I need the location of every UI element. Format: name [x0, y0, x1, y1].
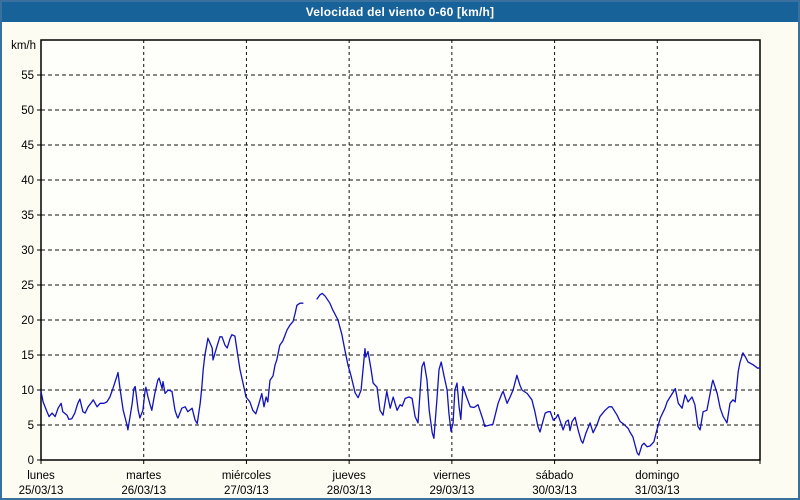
x-axis-date-label: 29/03/13 [429, 485, 474, 497]
x-axis-date-label: 27/03/13 [224, 485, 269, 497]
chart-title-bar: Velocidad del viento 0-60 [km/h] [2, 2, 798, 22]
y-axis-label: 45 [21, 140, 34, 152]
x-axis-date-label: 26/03/13 [121, 485, 166, 497]
x-axis-day-label: miércoles [222, 470, 271, 482]
y-axis-unit-label: km/h [11, 40, 36, 52]
y-axis-label: 20 [21, 315, 34, 327]
x-axis-date-label: 25/03/13 [19, 485, 64, 497]
x-axis-date-label: 31/03/13 [635, 485, 680, 497]
x-axis-day-label: viernes [433, 470, 470, 482]
y-axis-label: 10 [21, 385, 34, 397]
y-axis-label: 30 [21, 245, 34, 257]
y-axis-label: 35 [21, 210, 34, 222]
wind-speed-series-line [40, 292, 761, 456]
chart-title: Velocidad del viento 0-60 [km/h] [305, 5, 495, 19]
x-axis-day-label: lunes [27, 470, 55, 482]
x-axis-day-label: martes [126, 470, 161, 482]
x-axis-day-label: domingo [635, 470, 679, 482]
x-axis-day-label: sábado [536, 470, 574, 482]
y-axis-label: 55 [21, 70, 34, 82]
y-axis-label: 40 [21, 175, 34, 187]
y-axis-label: 5 [28, 420, 34, 432]
x-axis-date-label: 30/03/13 [532, 485, 577, 497]
y-axis-label: 15 [21, 350, 34, 362]
x-axis-date-label: 28/03/13 [327, 485, 372, 497]
y-axis-label: 50 [21, 105, 34, 117]
y-axis-label: 25 [21, 280, 34, 292]
y-axis-label: 0 [28, 455, 34, 467]
x-axis-day-label: jueves [332, 470, 366, 482]
